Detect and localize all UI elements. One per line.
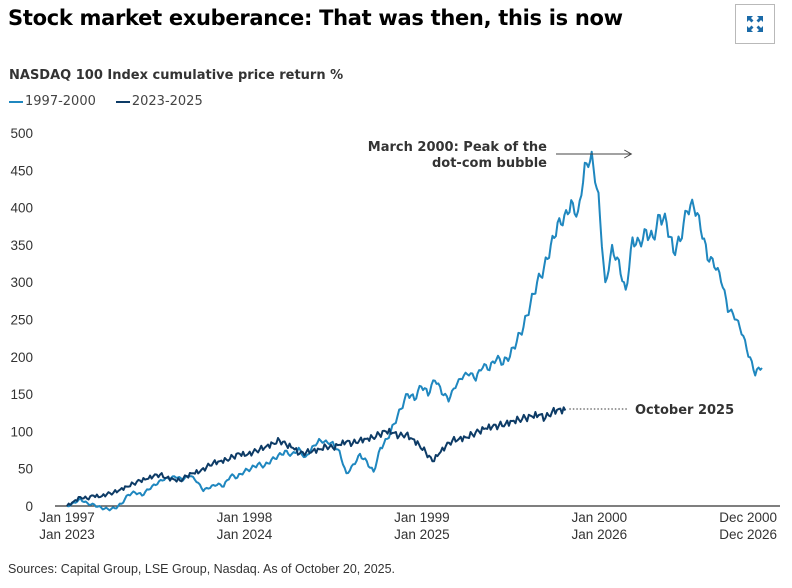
x-tick-label-secondary: Jan 2026 bbox=[572, 527, 628, 542]
x-tick-label-secondary: Jan 2024 bbox=[217, 527, 273, 542]
source-note: Sources: Capital Group, LSE Group, Nasda… bbox=[8, 562, 396, 576]
legend-swatch-1997-2000 bbox=[9, 100, 23, 103]
y-tick-label: 450 bbox=[10, 163, 33, 178]
chart-subtitle: NASDAQ 100 Index cumulative price return… bbox=[9, 68, 344, 83]
arrow-head-icon bbox=[624, 149, 633, 159]
x-tick-label: Jan 1998 bbox=[217, 510, 273, 525]
x-tick-label-secondary: Jan 2023 bbox=[39, 527, 95, 542]
annotation-peak-line2: dot-com bubble bbox=[432, 156, 547, 171]
chart-title: Stock market exuberance: That was then, … bbox=[8, 6, 623, 30]
series-line-2023-2025 bbox=[66, 406, 567, 507]
legend-swatch-2023-2025 bbox=[115, 100, 130, 103]
y-tick-label: 0 bbox=[25, 499, 33, 514]
x-tick-label: Jan 1997 bbox=[39, 510, 95, 525]
y-tick-label: 50 bbox=[18, 462, 33, 477]
legend-item-1997-2000: 1997-2000 bbox=[9, 94, 96, 109]
legend-label-2023-2025: 2023-2025 bbox=[131, 94, 203, 109]
y-tick-label: 400 bbox=[10, 201, 33, 216]
y-tick-label: 350 bbox=[10, 238, 33, 253]
x-tick-label-secondary: Dec 2026 bbox=[719, 527, 777, 542]
expand-button[interactable] bbox=[735, 4, 775, 44]
y-axis: 0 50 100 150 200 250 300 350 400 450 500 bbox=[10, 126, 33, 514]
x-tick-label: Jan 1999 bbox=[394, 510, 450, 525]
y-tick-label: 150 bbox=[10, 387, 33, 402]
legend-item-2023-2025: 2023-2025 bbox=[115, 94, 203, 109]
y-tick-label: 500 bbox=[10, 126, 33, 141]
x-tick-label: Jan 2000 bbox=[572, 510, 628, 525]
expand-arrows-icon bbox=[747, 16, 763, 32]
series-group bbox=[66, 150, 763, 512]
series-line-1997-2000 bbox=[66, 150, 763, 512]
y-tick-label: 100 bbox=[10, 424, 33, 439]
x-tick-label: Dec 2000 bbox=[719, 510, 777, 525]
y-tick-label: 250 bbox=[10, 313, 33, 328]
y-tick-label: 200 bbox=[10, 350, 33, 365]
legend-label-1997-2000: 1997-2000 bbox=[25, 94, 96, 109]
annotation-october-2025: October 2025 bbox=[635, 403, 734, 418]
x-tick-label-secondary: Jan 2025 bbox=[394, 527, 450, 542]
y-tick-label: 300 bbox=[10, 275, 33, 290]
chart-legend: 1997-2000 2023-2025 bbox=[9, 94, 203, 109]
x-axis: Jan 1997 Jan 2023 Jan 1998 Jan 2024 Jan 1999… bbox=[39, 510, 777, 542]
annotation-peak-line1: March 2000: Peak of the bbox=[368, 140, 547, 155]
